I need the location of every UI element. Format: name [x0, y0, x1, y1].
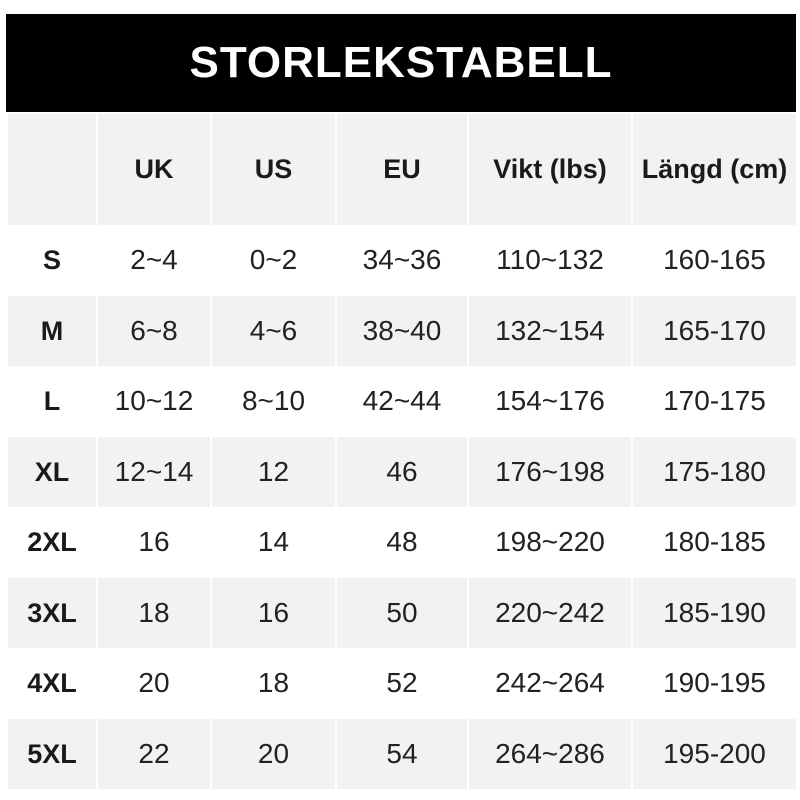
column-header: EU [335, 114, 469, 225]
size-label: 2XL [6, 507, 98, 578]
table-cell: 6~8 [96, 295, 212, 366]
table-cell: 20 [96, 648, 212, 719]
table-row: S 2~4 0~2 34~36 110~132 160-165 [6, 225, 798, 296]
table-cell: 2~4 [96, 225, 212, 296]
table-cell: 22 [96, 718, 212, 789]
size-label: S [6, 225, 98, 296]
table-row: M 6~8 4~6 38~40 132~154 165-170 [6, 295, 798, 366]
table-cell: 198~220 [467, 507, 633, 578]
table-cell: 185-190 [631, 577, 798, 648]
table-cell: 190-195 [631, 648, 798, 719]
table-cell: 110~132 [467, 225, 633, 296]
table-cell: 12 [210, 436, 337, 507]
table-cell: 14 [210, 507, 337, 578]
table-cell: 16 [96, 507, 212, 578]
table-cell: 220~242 [467, 577, 633, 648]
table-cell: 10~12 [96, 366, 212, 437]
table-cell: 38~40 [335, 295, 469, 366]
table-cell: 160-165 [631, 225, 798, 296]
table-cell: 175-180 [631, 436, 798, 507]
table-row: 3XL 18 16 50 220~242 185-190 [6, 577, 798, 648]
table-cell: 12~14 [96, 436, 212, 507]
header-row: UK US EU Vikt (lbs) Längd (cm) [6, 114, 798, 225]
size-label: M [6, 295, 98, 366]
size-label: 5XL [6, 718, 98, 789]
table-cell: 18 [210, 648, 337, 719]
table-row: 2XL 16 14 48 198~220 180-185 [6, 507, 798, 578]
table-cell: 242~264 [467, 648, 633, 719]
table-row: 4XL 20 18 52 242~264 190-195 [6, 648, 798, 719]
table-cell: 16 [210, 577, 337, 648]
table-cell: 34~36 [335, 225, 469, 296]
table-cell: 264~286 [467, 718, 633, 789]
table-row: 5XL 22 20 54 264~286 195-200 [6, 718, 798, 789]
size-table: UK US EU Vikt (lbs) Längd (cm) S 2~4 0~2 34~36 1… [6, 114, 798, 789]
table-cell: 4~6 [210, 295, 337, 366]
column-header: UK [96, 114, 212, 225]
table-cell: 42~44 [335, 366, 469, 437]
table-row: L 10~12 8~10 42~44 154~176 170-175 [6, 366, 798, 437]
size-label: L [6, 366, 98, 437]
column-header: Vikt (lbs) [467, 114, 633, 225]
table-cell: 20 [210, 718, 337, 789]
size-label: XL [6, 436, 98, 507]
table-cell: 8~10 [210, 366, 337, 437]
size-label: 3XL [6, 577, 98, 648]
table-cell: 52 [335, 648, 469, 719]
table-cell: 54 [335, 718, 469, 789]
table-cell: 176~198 [467, 436, 633, 507]
size-label: 4XL [6, 648, 98, 719]
table-cell: 0~2 [210, 225, 337, 296]
table-row: XL 12~14 12 46 176~198 175-180 [6, 436, 798, 507]
table-cell: 48 [335, 507, 469, 578]
table-cell: 46 [335, 436, 469, 507]
table-cell: 18 [96, 577, 212, 648]
table-cell: 165-170 [631, 295, 798, 366]
page-title: STORLEKSTABELL [6, 14, 796, 112]
table-cell: 195-200 [631, 718, 798, 789]
table-cell: 154~176 [467, 366, 633, 437]
column-header: US [210, 114, 337, 225]
table-cell: 170-175 [631, 366, 798, 437]
table-cell: 180-185 [631, 507, 798, 578]
column-header [6, 114, 98, 225]
column-header: Längd (cm) [631, 114, 798, 225]
table-cell: 132~154 [467, 295, 633, 366]
table-cell: 50 [335, 577, 469, 648]
